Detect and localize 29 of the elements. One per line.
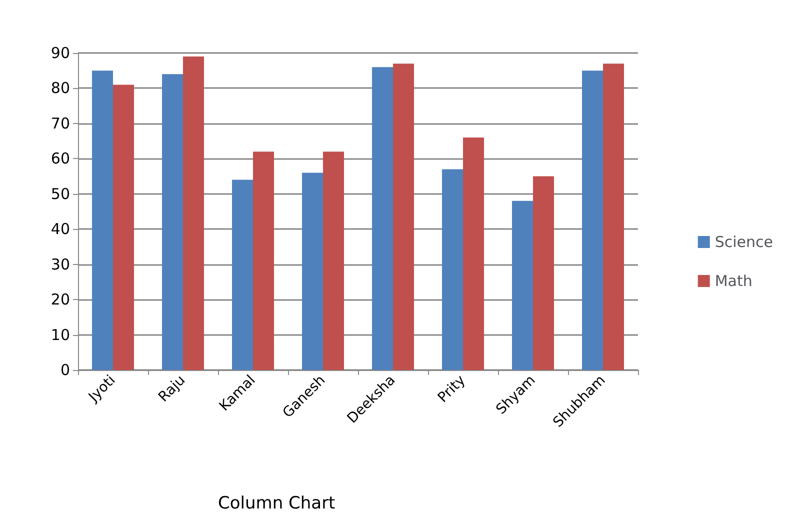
bar	[113, 84, 134, 370]
y-tick-label: 40	[50, 220, 70, 238]
legend-label: Science	[714, 233, 774, 251]
bar	[442, 169, 463, 370]
y-tick-label: 10	[50, 326, 70, 344]
y-tick-label: 30	[50, 255, 70, 274]
bar	[463, 138, 484, 370]
bar	[302, 172, 323, 370]
y-tick-label: 70	[50, 114, 70, 132]
bar	[603, 64, 624, 370]
bar	[253, 152, 274, 370]
bar	[323, 152, 344, 370]
y-tick-label: 80	[50, 79, 70, 98]
y-tick-label: 20	[50, 290, 70, 309]
bar	[512, 200, 533, 370]
bar	[92, 70, 113, 370]
text: Column Chart	[218, 494, 336, 514]
bar	[393, 64, 414, 370]
bar	[232, 180, 253, 370]
bar	[183, 56, 204, 370]
y-tick-label: 60	[50, 150, 70, 168]
bar	[533, 176, 554, 370]
y-tick-label: 0	[60, 361, 70, 379]
bar	[372, 67, 393, 370]
bar	[162, 74, 183, 370]
y-tick-label: 50	[50, 184, 70, 203]
y-tick-label: 90	[50, 44, 70, 62]
legend-label: Math	[714, 272, 752, 290]
bar	[582, 70, 603, 370]
